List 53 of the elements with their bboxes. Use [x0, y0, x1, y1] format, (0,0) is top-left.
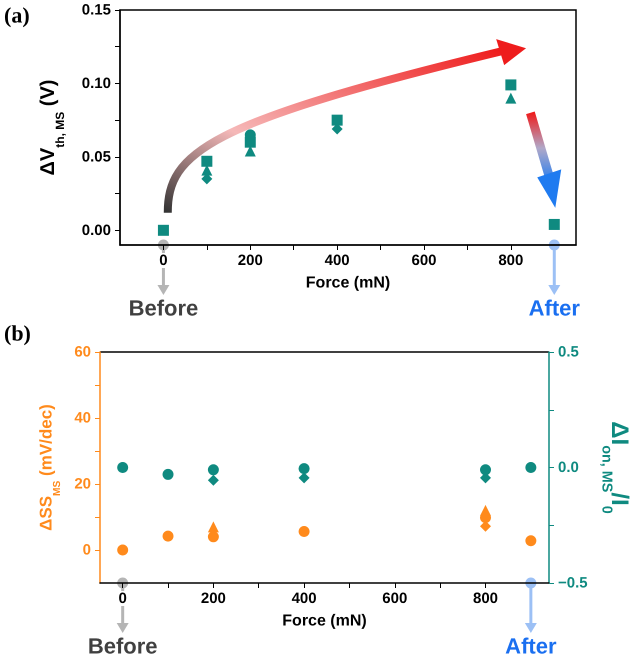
y-tick-label: 60: [74, 344, 91, 360]
point: [117, 462, 128, 473]
point: [208, 474, 219, 486]
y-tick-label: 40: [74, 410, 91, 426]
x-tick-label: 200: [200, 590, 226, 607]
x-axis-title: Force (mN): [306, 274, 390, 292]
point: [201, 156, 212, 167]
x-tick-label: 200: [238, 252, 263, 269]
y2-tick-label: −0.5: [558, 574, 588, 592]
text: After: [528, 296, 580, 320]
x-tick-label: 800: [498, 252, 524, 269]
point: [480, 504, 492, 516]
x-tick-label: 400: [292, 590, 317, 607]
point: [332, 114, 343, 126]
y-tick-label: 0.00: [82, 222, 111, 239]
point: [298, 526, 310, 538]
x-tick-label: 800: [472, 590, 498, 607]
y2-tick-label: 0.5: [558, 344, 579, 360]
point: [298, 463, 310, 474]
point: [298, 472, 310, 484]
point: [505, 92, 516, 104]
y-tick-label: 0.05: [82, 148, 111, 166]
text: After: [505, 634, 557, 658]
y2-axis-title: ΔIon, MS/I0: [598, 421, 634, 514]
text: (a): [4, 2, 30, 28]
x-axis-title: Force (mN): [282, 612, 367, 630]
point: [525, 535, 536, 546]
point: [480, 464, 492, 476]
point: [208, 464, 219, 476]
text: (b): [4, 320, 31, 346]
point: [525, 462, 536, 473]
x-tick-label: 400: [324, 252, 350, 269]
point: [208, 531, 219, 542]
point: [505, 79, 516, 90]
y2-tick-label: 0.0: [558, 459, 579, 476]
text: Before: [128, 296, 198, 320]
y-tick-label: 20: [74, 476, 91, 492]
y-axis-title: ΔVth, MS (V): [37, 80, 67, 176]
x-tick-label: 600: [382, 590, 408, 607]
point: [158, 224, 169, 236]
x-tick-label: 0: [159, 252, 168, 269]
y-axis-title: ΔSSMS (mV/dec): [36, 404, 63, 531]
y-tick-label: 0.10: [82, 74, 111, 92]
text: Before: [88, 634, 158, 658]
y-tick-label: 0.15: [82, 2, 111, 18]
y-tick-label: 0: [82, 542, 91, 558]
point: [162, 468, 174, 480]
point: [208, 521, 219, 532]
x-tick-label: 600: [411, 252, 437, 269]
point: [117, 544, 128, 556]
point: [162, 530, 174, 542]
x-tick-label: 0: [118, 590, 127, 607]
point: [548, 218, 560, 230]
